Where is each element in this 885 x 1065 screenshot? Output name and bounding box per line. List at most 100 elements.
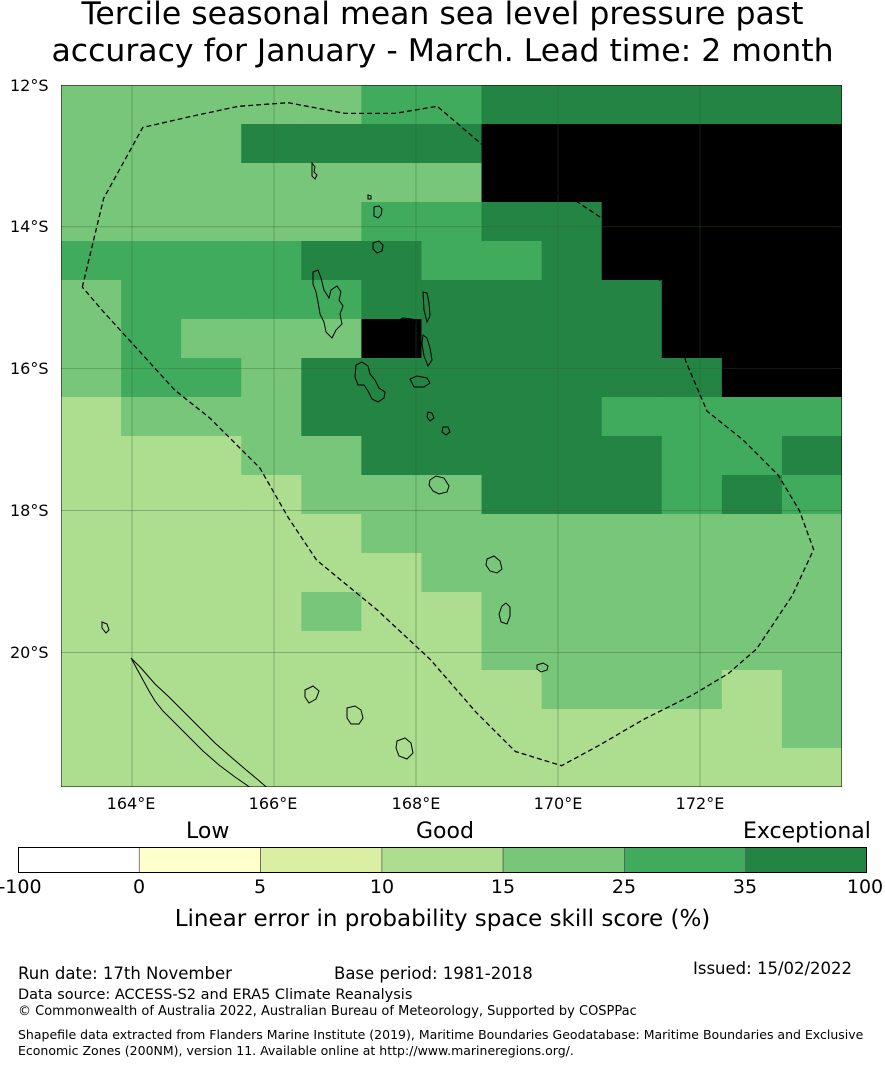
skill-cell [601, 163, 663, 203]
skill-cell [721, 592, 783, 632]
skill-cell [721, 85, 783, 125]
skill-cell [241, 553, 302, 593]
skill-cell [121, 319, 182, 359]
skill-cell [61, 514, 122, 554]
skill-cell [781, 748, 842, 787]
skill-cell [301, 631, 362, 671]
skill-cell [121, 163, 182, 203]
skill-cell [481, 514, 543, 554]
skill-cell [61, 319, 122, 359]
lat-label-12s: 12°S [10, 76, 49, 95]
skill-cell [661, 475, 723, 515]
skill-cell [181, 202, 242, 242]
skill-cell [241, 397, 302, 437]
skill-cell [301, 592, 362, 632]
issued-date: Issued: 15/02/2022 [693, 959, 853, 978]
skill-cell [121, 397, 182, 437]
coast-espiritu-santo [312, 269, 344, 339]
skill-cell [601, 475, 663, 515]
lon-label-164e: 164°E [106, 794, 156, 813]
cb-tick-35: 35 [732, 876, 758, 898]
skill-cell [721, 748, 783, 787]
lat-label-16s: 16°S [10, 359, 49, 378]
skill-cell [421, 202, 483, 242]
cb-tick-10: 10 [369, 876, 395, 898]
skill-cell [61, 397, 122, 437]
cb-tick-0: 0 [132, 876, 146, 898]
skill-cell [241, 436, 302, 476]
skill-cell [541, 280, 603, 320]
coast-loyalty-islands [304, 685, 414, 760]
colorbar-segment [502, 847, 625, 873]
coast-tanna [498, 602, 511, 625]
coast-paama-epi [426, 411, 451, 436]
skill-cell [181, 280, 242, 320]
skill-cell [481, 280, 543, 320]
skill-cell [721, 514, 783, 554]
skill-cell [61, 592, 122, 632]
skill-cell [781, 241, 842, 281]
skill-cell [241, 670, 302, 710]
coast-pentecost [421, 334, 433, 368]
skill-cell [181, 475, 242, 515]
skill-cell [541, 670, 603, 710]
skill-cell [601, 592, 663, 632]
category-good: Good [416, 819, 474, 844]
skill-cell [721, 397, 783, 437]
skill-cell [361, 280, 423, 320]
skill-cell [721, 475, 783, 515]
skill-cell [421, 748, 483, 787]
skill-cell [301, 124, 362, 164]
skill-cell [241, 631, 302, 671]
skill-cell [541, 631, 603, 671]
skill-cell [361, 553, 423, 593]
skill-cell [121, 592, 182, 632]
cb-tick-100: 100 [846, 876, 884, 898]
skill-cell [181, 631, 242, 671]
skill-cell [721, 553, 783, 593]
skill-cell [421, 358, 483, 398]
skill-cell [241, 709, 302, 749]
skill-cell [721, 358, 783, 398]
skill-map [61, 85, 842, 787]
skill-cell [781, 85, 842, 125]
skill-cell [601, 670, 663, 710]
skill-cell [781, 475, 842, 515]
skill-cell [781, 397, 842, 437]
skill-cell [361, 163, 423, 203]
skill-cell [241, 202, 302, 242]
skill-cell [601, 85, 663, 125]
skill-cell [301, 397, 362, 437]
skill-cell [421, 163, 483, 203]
skill-cell [481, 163, 543, 203]
skill-cell [481, 592, 543, 632]
skill-cell [661, 124, 723, 164]
skill-cell [61, 748, 122, 787]
skill-cell [241, 358, 302, 398]
skill-cell [661, 436, 723, 476]
skill-cell [301, 748, 362, 787]
skill-cell [241, 592, 302, 632]
cb-tick-minus100: -100 [0, 876, 42, 898]
skill-cell [361, 397, 423, 437]
skill-cell [541, 436, 603, 476]
skill-cell [421, 631, 483, 671]
colorbar-segment [624, 847, 747, 873]
skill-cell [181, 124, 242, 164]
skill-cell [721, 124, 783, 164]
coast-vanua-lava [367, 194, 383, 219]
skill-cell [721, 319, 783, 359]
skill-cell [541, 85, 603, 125]
skill-cell [421, 514, 483, 554]
skill-cell [301, 202, 362, 242]
skill-cell [361, 670, 423, 710]
skill-cell [181, 85, 242, 125]
skill-cell [421, 592, 483, 632]
skill-cell [61, 124, 122, 164]
coast-ambae [393, 317, 417, 330]
skill-cell [121, 514, 182, 554]
skill-cell [421, 241, 483, 281]
skill-cell [421, 475, 483, 515]
skill-cell [241, 514, 302, 554]
skill-cell [181, 553, 242, 593]
